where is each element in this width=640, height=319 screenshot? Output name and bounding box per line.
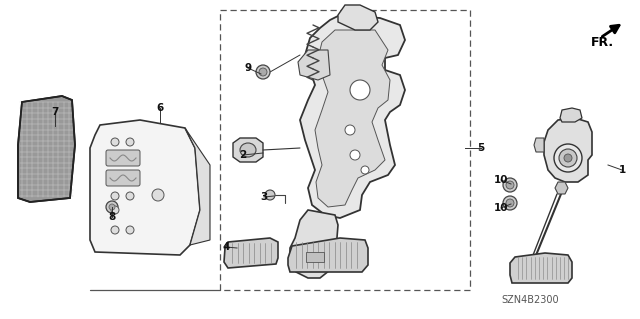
Ellipse shape bbox=[240, 143, 256, 157]
Polygon shape bbox=[298, 50, 330, 80]
Polygon shape bbox=[288, 238, 368, 272]
Circle shape bbox=[111, 206, 119, 214]
Text: SZN4B2300: SZN4B2300 bbox=[501, 295, 559, 305]
Polygon shape bbox=[510, 253, 572, 283]
Circle shape bbox=[506, 199, 514, 207]
Polygon shape bbox=[544, 118, 592, 182]
Polygon shape bbox=[290, 210, 338, 278]
Circle shape bbox=[559, 149, 577, 167]
Polygon shape bbox=[18, 96, 75, 202]
FancyBboxPatch shape bbox=[106, 170, 140, 186]
Circle shape bbox=[350, 80, 370, 100]
Circle shape bbox=[126, 138, 134, 146]
Circle shape bbox=[265, 190, 275, 200]
Circle shape bbox=[564, 154, 572, 162]
Polygon shape bbox=[90, 120, 200, 255]
Circle shape bbox=[259, 68, 267, 76]
Polygon shape bbox=[300, 15, 405, 218]
Text: 1: 1 bbox=[618, 165, 626, 175]
FancyBboxPatch shape bbox=[106, 150, 140, 166]
Circle shape bbox=[111, 192, 119, 200]
Text: 2: 2 bbox=[239, 150, 246, 160]
Circle shape bbox=[503, 196, 517, 210]
Circle shape bbox=[111, 138, 119, 146]
Text: 6: 6 bbox=[156, 103, 164, 113]
Circle shape bbox=[256, 65, 270, 79]
Circle shape bbox=[361, 166, 369, 174]
Circle shape bbox=[350, 150, 360, 160]
Circle shape bbox=[109, 204, 115, 210]
Polygon shape bbox=[224, 238, 278, 268]
Polygon shape bbox=[233, 138, 263, 162]
Bar bbox=[220, 10, 470, 290]
Polygon shape bbox=[338, 5, 378, 30]
Circle shape bbox=[126, 192, 134, 200]
Bar bbox=[306, 252, 324, 262]
Text: 9: 9 bbox=[244, 63, 252, 73]
Text: 8: 8 bbox=[108, 212, 116, 222]
Circle shape bbox=[126, 226, 134, 234]
Circle shape bbox=[111, 226, 119, 234]
Text: 7: 7 bbox=[51, 107, 59, 117]
Text: FR.: FR. bbox=[591, 36, 614, 49]
Circle shape bbox=[345, 125, 355, 135]
Text: 10: 10 bbox=[493, 203, 508, 213]
Polygon shape bbox=[534, 138, 544, 152]
Circle shape bbox=[506, 181, 514, 189]
Polygon shape bbox=[315, 30, 390, 207]
Polygon shape bbox=[185, 128, 210, 245]
Text: 4: 4 bbox=[222, 242, 230, 252]
Polygon shape bbox=[555, 182, 568, 194]
Circle shape bbox=[106, 201, 118, 213]
Text: 10: 10 bbox=[493, 175, 508, 185]
Circle shape bbox=[152, 189, 164, 201]
Text: 3: 3 bbox=[260, 192, 268, 202]
Text: 5: 5 bbox=[477, 143, 484, 153]
Circle shape bbox=[503, 178, 517, 192]
Circle shape bbox=[554, 144, 582, 172]
Polygon shape bbox=[560, 108, 582, 122]
